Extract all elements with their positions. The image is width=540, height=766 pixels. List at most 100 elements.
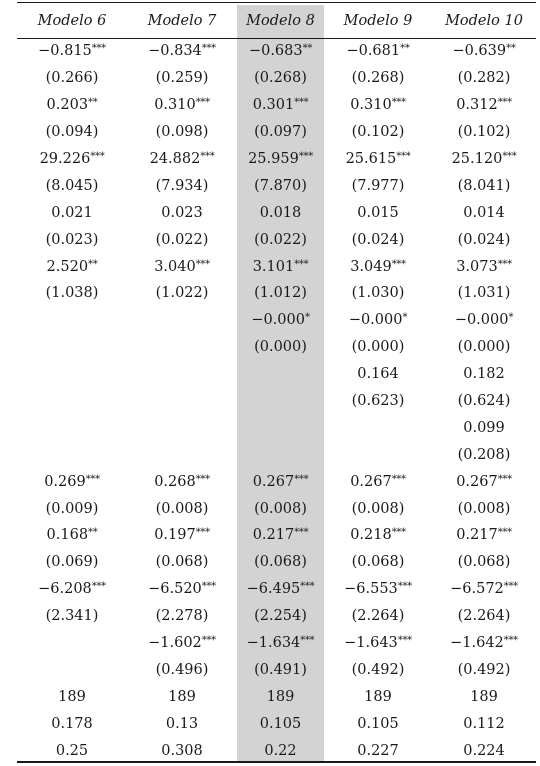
table-cell: 24.882*** — [127, 146, 237, 173]
table-cell — [17, 388, 127, 415]
cell-value: 0.014 — [463, 204, 505, 221]
table-cell: (0.008) — [324, 495, 432, 522]
significance-stars: *** — [497, 527, 512, 539]
cell-value: (2.264) — [457, 608, 511, 625]
cell-value: (0.208) — [457, 446, 511, 463]
cell-value: 0.197 — [154, 527, 196, 544]
cell-value: −0.834 — [148, 43, 202, 60]
table-cell: −1.634*** — [237, 630, 324, 657]
significance-stars: * — [508, 312, 514, 324]
table-cell: 0.182 — [432, 361, 536, 388]
cell-value: 3.049 — [350, 258, 392, 275]
table-cell: 0.13 — [127, 710, 237, 737]
table-cell — [17, 630, 127, 657]
table-cell: 0.308 — [127, 737, 237, 764]
cell-value: 0.22 — [264, 742, 297, 759]
table-cell: −0.815*** — [17, 38, 127, 65]
cell-value: 0.267 — [350, 473, 392, 490]
table-cell: 25.959*** — [237, 146, 324, 173]
significance-stars: *** — [200, 151, 215, 162]
significance-stars: *** — [396, 151, 411, 162]
cell-value: (2.341) — [45, 608, 99, 625]
significance-stars: *** — [294, 527, 309, 539]
significance-stars: *** — [90, 151, 105, 162]
table-cell: −0.000* — [432, 307, 536, 334]
cell-value: (0.098) — [155, 124, 209, 141]
table-cell: 25.615*** — [324, 146, 432, 173]
table-cell: 0.217*** — [237, 522, 324, 549]
cell-value: (0.000) — [457, 339, 511, 356]
table-cell: (8.045) — [17, 172, 127, 199]
table-cell: 0.227 — [324, 737, 432, 764]
cell-value: 0.267 — [252, 473, 295, 490]
table-row: (0.208) — [17, 441, 536, 468]
cell-value: 0.25 — [55, 742, 89, 759]
cell-value: −6.572 — [450, 581, 504, 598]
cell-value: 0.018 — [259, 204, 302, 221]
table-cell: 25.120*** — [432, 146, 536, 173]
table-cell: 189 — [17, 683, 127, 710]
table-cell: (0.068) — [324, 549, 432, 576]
cell-value: (0.000) — [351, 339, 405, 356]
cell-value: 0.182 — [463, 366, 505, 383]
table-cell — [324, 414, 432, 441]
significance-stars: *** — [391, 258, 406, 270]
significance-stars: *** — [195, 527, 210, 539]
significance-stars: *** — [294, 258, 309, 270]
table-cell — [237, 414, 324, 441]
table-cell: 3.049*** — [324, 253, 432, 280]
cell-value: (0.491) — [254, 661, 307, 678]
cell-value: 0.218 — [350, 527, 392, 544]
cell-value: −1.642 — [450, 635, 504, 652]
cell-value: 0.217 — [252, 527, 295, 544]
cell-value: (1.022) — [155, 285, 209, 302]
table-cell — [127, 334, 237, 361]
cell-value: 25.959 — [248, 151, 299, 167]
table-cell: −0.683** — [237, 38, 324, 65]
cell-value: (2.278) — [155, 608, 209, 625]
cell-value: (7.870) — [254, 177, 307, 194]
table-cell: 0.203** — [17, 92, 127, 119]
table-row: (0.069) (0.068) (0.068) (0.068) (0.068) — [17, 549, 536, 576]
table-cell: 0.310*** — [324, 92, 432, 119]
column-header-modelo-10: Modelo 10 — [445, 12, 523, 29]
cell-value: 0.168 — [46, 527, 89, 544]
cell-value: −6.553 — [344, 581, 398, 598]
table-cell — [17, 656, 127, 683]
table-cell: 0.267*** — [324, 468, 432, 495]
table-cell: 0.310*** — [127, 92, 237, 119]
cell-value: (0.102) — [457, 124, 511, 141]
table-cell: (0.266) — [17, 65, 127, 92]
header-rule — [17, 38, 536, 39]
cell-value: (0.268) — [351, 70, 405, 87]
cell-value: 0.105 — [259, 715, 302, 732]
table-cell: −6.553*** — [324, 576, 432, 603]
table-cell: (0.069) — [17, 549, 127, 576]
cell-value: (0.008) — [457, 500, 511, 517]
table-cell: (1.030) — [324, 280, 432, 307]
table-cell: (0.102) — [432, 119, 536, 146]
table-cell: (2.278) — [127, 603, 237, 630]
significance-stars: * — [304, 312, 310, 324]
significance-stars: *** — [201, 581, 216, 593]
cell-value: 0.112 — [463, 715, 505, 732]
cell-value: 189 — [266, 688, 295, 705]
regression-results-table: Modelo 6 Modelo 7 Modelo 8 Modelo 9 Mode… — [17, 3, 536, 764]
cell-value: −6.520 — [148, 581, 202, 598]
table-cell: (0.000) — [324, 334, 432, 361]
cell-value: (2.264) — [351, 608, 405, 625]
cell-value: −0.000 — [348, 312, 403, 329]
table-cell: (0.000) — [237, 334, 324, 361]
table-cell: 0.217*** — [432, 522, 536, 549]
cell-value: 25.615 — [345, 151, 397, 167]
table-cell: (1.031) — [432, 280, 536, 307]
table-cell: (0.097) — [237, 119, 324, 146]
cell-value: 0.13 — [165, 715, 199, 732]
significance-stars: ** — [302, 43, 313, 55]
table-cell: −6.208*** — [17, 576, 127, 603]
cell-value: −0.000 — [454, 312, 509, 329]
table-row: (8.045) (7.934) (7.870) (7.977) (8.041) — [17, 172, 536, 199]
cell-value: 0.164 — [357, 366, 399, 383]
significance-stars: *** — [391, 527, 406, 539]
